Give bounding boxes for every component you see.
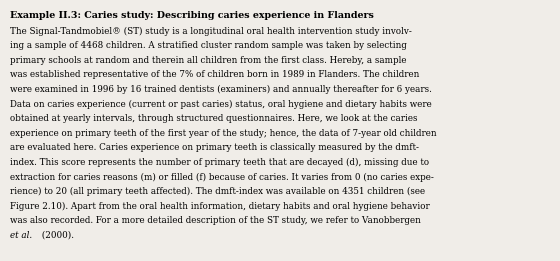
Text: experience on primary teeth of the first year of the study; hence, the data of 7: experience on primary teeth of the first…	[10, 129, 437, 138]
Text: ing a sample of 4468 children. A stratified cluster random sample was taken by s: ing a sample of 4468 children. A stratif…	[10, 41, 407, 50]
Text: et al.: et al.	[10, 231, 32, 240]
Text: were examined in 1996 by 16 trained dentists (examiners) and annually thereafter: were examined in 1996 by 16 trained dent…	[10, 85, 432, 94]
Text: primary schools at random and therein all children from the first class. Hereby,: primary schools at random and therein al…	[10, 56, 407, 65]
Text: obtained at yearly intervals, through structured questionnaires. Here, we look a: obtained at yearly intervals, through st…	[10, 114, 418, 123]
Text: Example II.3: Caries study: Describing caries experience in Flanders: Example II.3: Caries study: Describing c…	[10, 11, 374, 20]
Text: index. This score represents the number of primary teeth that are decayed (d), m: index. This score represents the number …	[10, 158, 429, 167]
Text: (2000).: (2000).	[39, 231, 73, 240]
Text: Data on caries experience (current or past caries) status, oral hygiene and diet: Data on caries experience (current or pa…	[10, 99, 432, 109]
Text: rience) to 20 (all primary teeth affected). The dmft-index was available on 4351: rience) to 20 (all primary teeth affecte…	[10, 187, 425, 196]
Text: Figure 2.10). Apart from the oral health information, dietary habits and oral hy: Figure 2.10). Apart from the oral health…	[10, 202, 430, 211]
Text: extraction for caries reasons (m) or filled (f) because of caries. It varies fro: extraction for caries reasons (m) or fil…	[10, 173, 434, 182]
Text: are evaluated here. Caries experience on primary teeth is classically measured b: are evaluated here. Caries experience on…	[10, 143, 419, 152]
Text: was established representative of the 7% of children born in 1989 in Flanders. T: was established representative of the 7%…	[10, 70, 419, 79]
Text: The Signal-Tandmobiel® (ST) study is a longitudinal oral health intervention stu: The Signal-Tandmobiel® (ST) study is a l…	[10, 27, 412, 35]
Text: was also recorded. For a more detailed description of the ST study, we refer to : was also recorded. For a more detailed d…	[10, 216, 421, 225]
